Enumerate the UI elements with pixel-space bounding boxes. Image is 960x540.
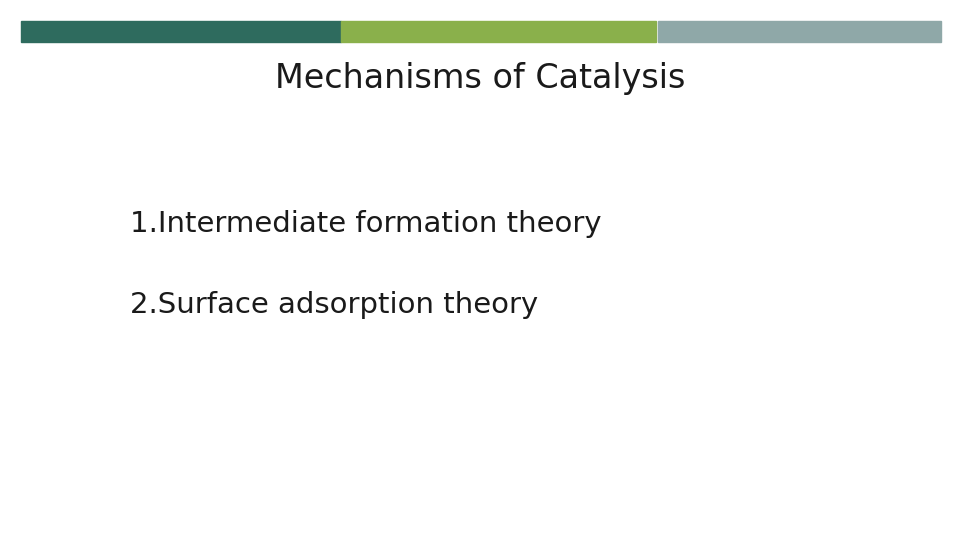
Text: Mechanisms of Catalysis: Mechanisms of Catalysis: [275, 62, 685, 95]
Text: 2.Surface adsorption theory: 2.Surface adsorption theory: [130, 291, 538, 319]
Text: 1.Intermediate formation theory: 1.Intermediate formation theory: [130, 210, 601, 238]
